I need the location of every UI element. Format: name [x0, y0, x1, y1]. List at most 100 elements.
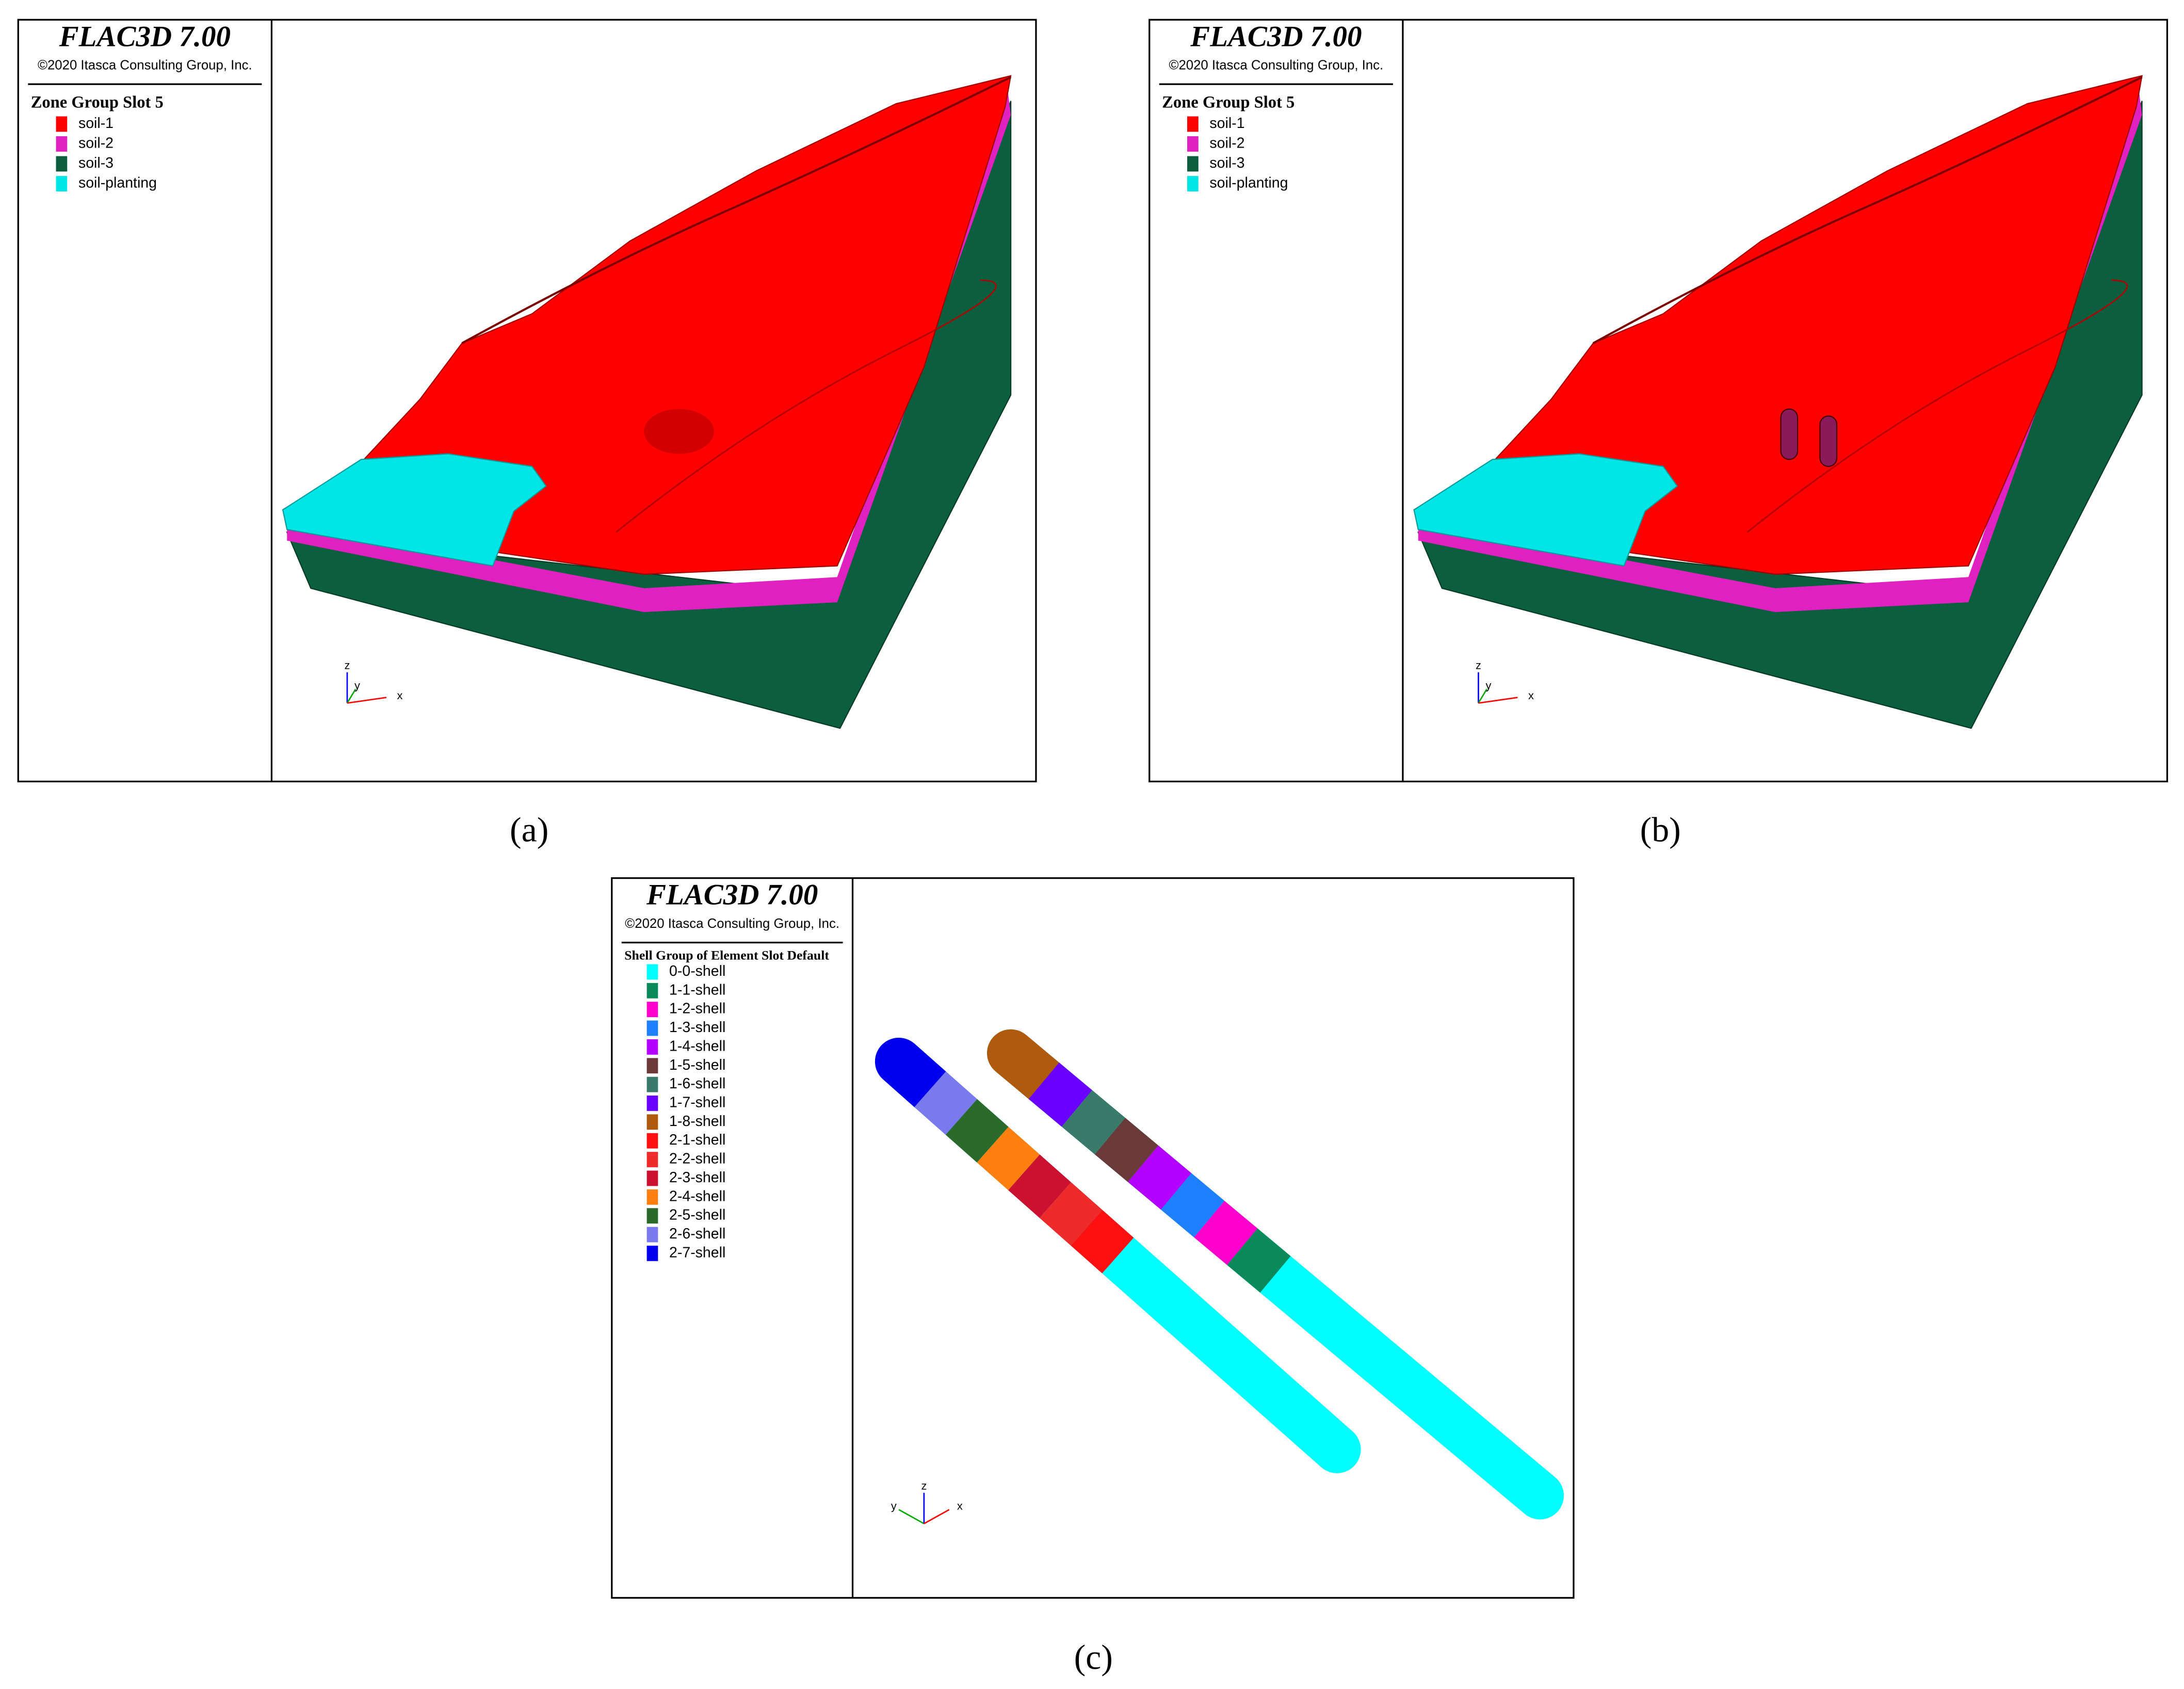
legend-label: soil-3	[78, 155, 114, 171]
legend-label: 2-4-shell	[669, 1188, 725, 1204]
block-model	[1413, 75, 2143, 729]
legend-swatch	[646, 1245, 658, 1261]
panel-label: (c)	[1074, 1638, 1113, 1677]
shell-segment	[1161, 1173, 1225, 1237]
legend-label: soil-planting	[78, 175, 157, 191]
legend-swatch	[56, 176, 68, 191]
axis-arrow	[347, 697, 387, 704]
legend-label: 2-1-shell	[669, 1132, 725, 1148]
legend-label: 0-0-shell	[669, 963, 725, 979]
soil-planting	[282, 453, 547, 567]
software-title: FLAC3D 7.00	[59, 20, 231, 53]
copyright: ©2020 Itasca Consulting Group, Inc.	[38, 58, 252, 73]
axis-label: y	[1486, 679, 1492, 692]
axis-label: x	[957, 1500, 963, 1513]
shell-segment	[1039, 1182, 1103, 1246]
axis-arrow	[898, 1509, 925, 1524]
axis-label: x	[1528, 689, 1534, 702]
legend-label: 2-7-shell	[669, 1244, 725, 1261]
legend-label: 1-5-shell	[669, 1057, 725, 1073]
legend-swatch	[646, 1227, 658, 1243]
shell-segment	[1028, 1063, 1092, 1127]
legend-label: 2-2-shell	[669, 1151, 725, 1167]
shell-segment	[1227, 1228, 1291, 1293]
legend-label: 2-3-shell	[669, 1169, 725, 1186]
software-title: FLAC3D 7.00	[646, 879, 818, 911]
surface-fold	[1746, 279, 2128, 533]
legend-swatch	[56, 136, 68, 152]
shell-segment	[1127, 1145, 1192, 1210]
axis-label: y	[891, 1500, 897, 1513]
legend-swatch	[646, 1189, 658, 1205]
shell-segment	[945, 1099, 1009, 1163]
legend-swatch	[646, 1058, 658, 1074]
legend-label: 1-1-shell	[669, 982, 725, 998]
shell-segment	[1071, 1210, 1134, 1274]
pile	[1819, 415, 1838, 467]
legend-swatch	[646, 1076, 658, 1092]
legend-label: 1-7-shell	[669, 1094, 725, 1111]
axis-arrow	[1478, 697, 1518, 704]
legend-swatch	[646, 1208, 658, 1224]
legend-title: Zone Group Slot 5	[31, 93, 164, 112]
pile-hollow	[644, 409, 714, 454]
shell-segment	[1008, 1154, 1071, 1218]
legend-label: soil-2	[1209, 135, 1244, 151]
legend-label: soil-3	[1209, 155, 1244, 171]
surface-ridge	[1592, 76, 2143, 344]
legend-swatch	[646, 1002, 658, 1018]
copyright: ©2020 Itasca Consulting Group, Inc.	[1169, 58, 1383, 73]
soil-planting	[1413, 453, 1678, 567]
legend-swatch	[646, 1114, 658, 1130]
legend-label: 1-2-shell	[669, 1001, 725, 1017]
axis-label: y	[354, 679, 360, 692]
block-model	[282, 75, 1012, 729]
axis-label: z	[1476, 659, 1481, 672]
legend-swatch	[1187, 136, 1199, 152]
axis-label: z	[345, 659, 350, 672]
pile	[1780, 408, 1799, 460]
axis-arrow	[346, 688, 357, 704]
legend-label: soil-planting	[1209, 175, 1288, 191]
legend-swatch	[1187, 116, 1199, 132]
shell-segment	[1194, 1200, 1258, 1265]
legend-label: soil-1	[78, 115, 114, 132]
legend-label: 1-8-shell	[669, 1113, 725, 1130]
axis-arrow	[1478, 688, 1487, 704]
legend-label: soil-1	[1209, 115, 1244, 132]
shell-segment	[1094, 1118, 1159, 1182]
shell-segment	[977, 1127, 1040, 1191]
legend-label: soil-2	[78, 135, 114, 151]
legend-swatch	[646, 983, 658, 999]
software-title: FLAC3D 7.00	[1190, 20, 1362, 53]
legend-swatch	[646, 1133, 658, 1149]
axis-label: z	[921, 1479, 927, 1492]
panel-label: (b)	[1640, 810, 1681, 849]
shell-tube	[986, 1029, 1564, 1520]
axis-arrow	[924, 1509, 950, 1524]
surface-ridge	[461, 76, 1012, 344]
legend-label: 1-6-shell	[669, 1075, 725, 1092]
legend-swatch	[646, 1170, 658, 1186]
axis-label: x	[397, 689, 403, 702]
legend-swatch	[646, 964, 658, 980]
panel-label: (a)	[510, 810, 548, 849]
shell-segment	[1061, 1090, 1126, 1154]
surface-fold	[616, 279, 997, 533]
legend-title: Zone Group Slot 5	[1162, 93, 1295, 112]
soil-1-surface	[282, 75, 1012, 575]
shell-segment	[914, 1071, 977, 1135]
legend-label: 2-5-shell	[669, 1207, 725, 1224]
shell-tube	[875, 1037, 1361, 1473]
legend-swatch	[646, 1039, 658, 1055]
legend-label: 1-4-shell	[669, 1038, 725, 1054]
legend-title: Shell Group of Element Slot Default	[624, 947, 829, 962]
shell-segment	[986, 1029, 1068, 1105]
legend-label: 1-3-shell	[669, 1019, 725, 1036]
legend-swatch	[646, 1020, 658, 1036]
legend-swatch	[56, 156, 68, 172]
legend-swatch	[646, 1152, 658, 1167]
soil-1-surface	[1413, 75, 2143, 575]
legend-label: 2-6-shell	[669, 1226, 725, 1242]
